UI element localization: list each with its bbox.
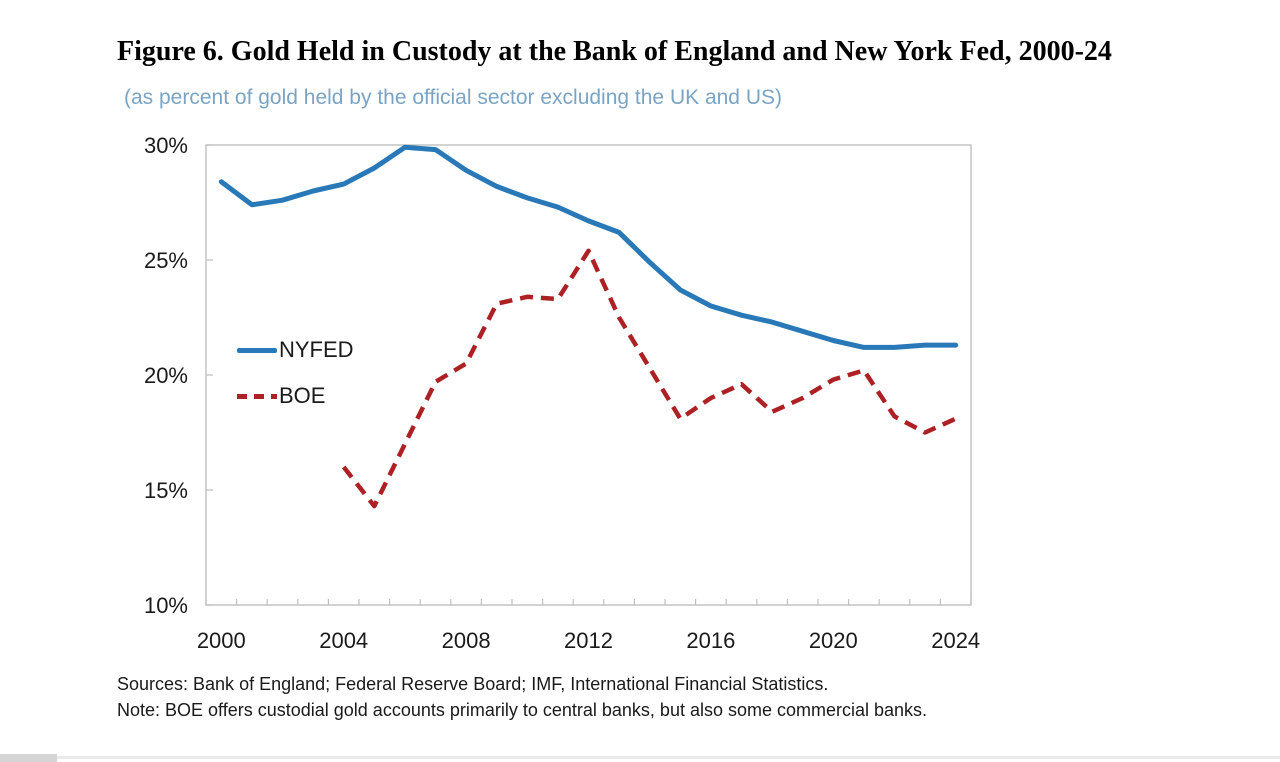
y-tick-label: 10% <box>144 593 188 618</box>
legend-label-nyfed: NYFED <box>279 337 354 362</box>
x-tick-label: 2004 <box>319 628 368 653</box>
chart-legend: NYFED BOE <box>237 338 354 430</box>
legend-item-nyfed: NYFED <box>237 338 354 362</box>
y-tick-label: 25% <box>144 248 188 273</box>
figure-subtitle: (as percent of gold held by the official… <box>124 86 782 109</box>
x-tick-label: 2024 <box>931 628 980 653</box>
x-tick-label: 2000 <box>197 628 246 653</box>
bottom-divider-left-segment <box>0 754 57 762</box>
x-tick-label: 2012 <box>564 628 613 653</box>
boe-line-swatch <box>237 393 277 399</box>
legend-item-boe: BOE <box>237 384 354 408</box>
bottom-divider-line <box>57 756 1280 759</box>
boe-line <box>341 248 957 509</box>
nyfed-line-swatch <box>237 347 277 353</box>
x-tick-label: 2016 <box>686 628 735 653</box>
sources-text: Sources: Bank of England; Federal Reserv… <box>117 674 829 694</box>
bottom-divider <box>0 754 1280 762</box>
y-tick-label: 30% <box>144 133 188 158</box>
legend-label-boe: BOE <box>279 383 326 408</box>
figure-title: Figure 6. Gold Held in Custody at the Ba… <box>117 36 1112 67</box>
nyfed-line <box>218 144 959 350</box>
y-tick-label: 20% <box>144 363 188 388</box>
note-text: Note: BOE offers custodial gold accounts… <box>117 700 928 720</box>
y-tick-label: 15% <box>144 478 188 503</box>
x-tick-label: 2008 <box>442 628 491 653</box>
x-tick-label: 2020 <box>809 628 858 653</box>
